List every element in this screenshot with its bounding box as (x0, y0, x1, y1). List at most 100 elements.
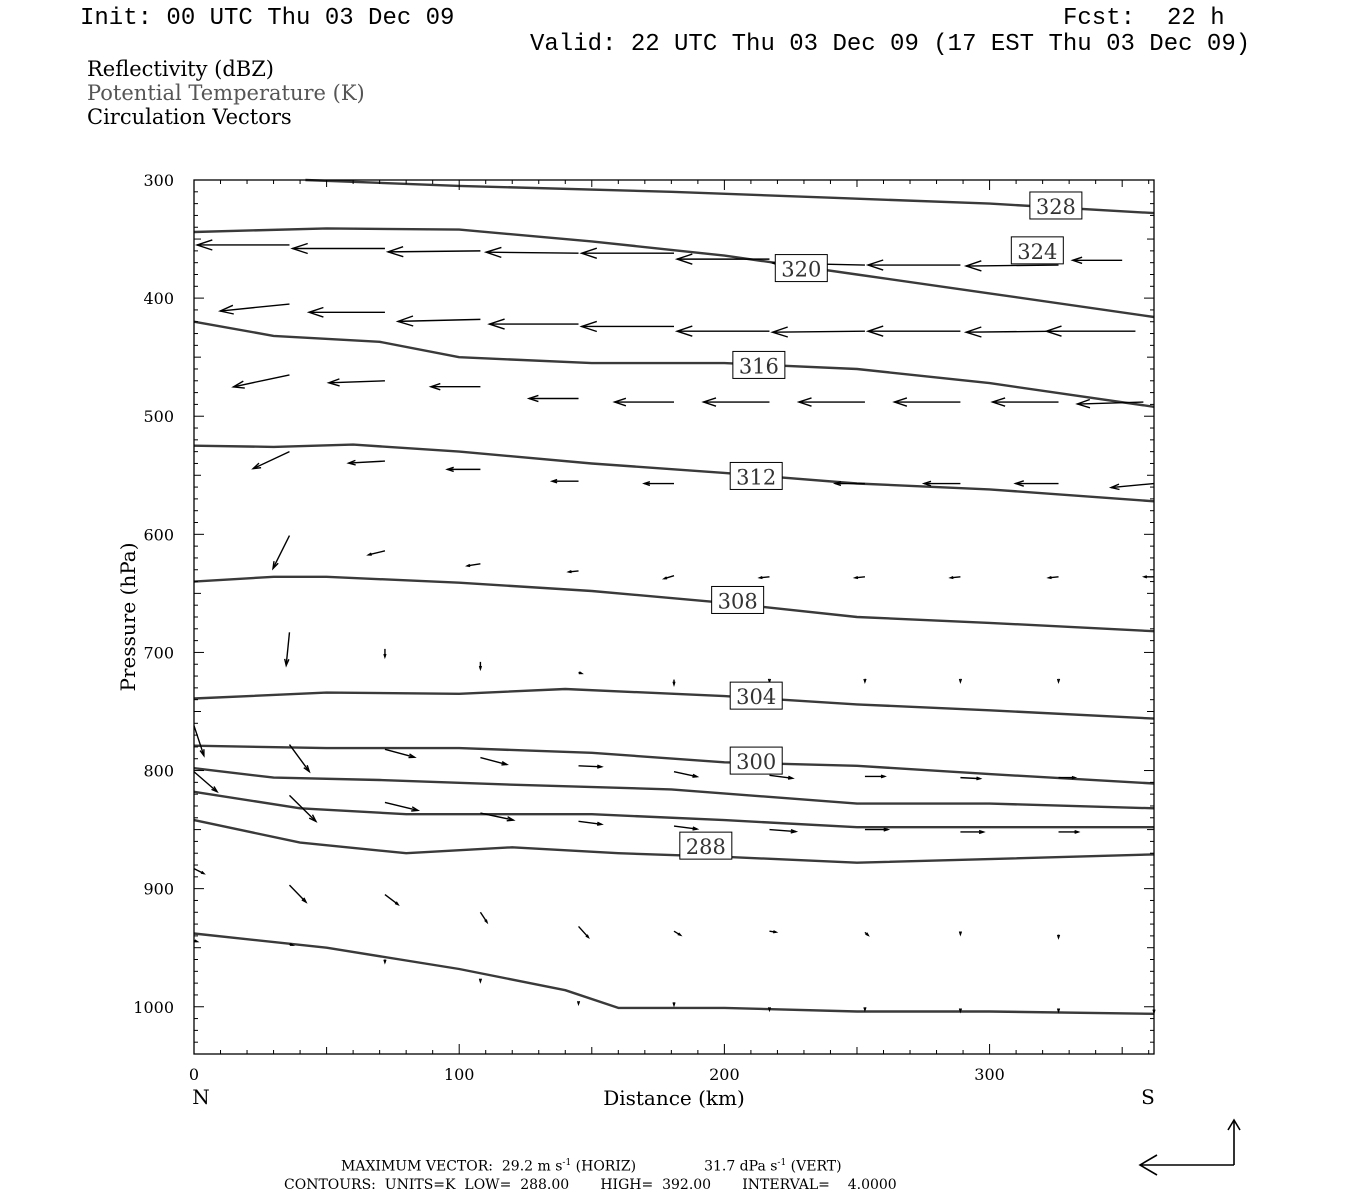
vector-head (701, 397, 717, 407)
vector-head (963, 260, 982, 272)
vector-20 (231, 374, 290, 389)
contour-label-text: 320 (781, 258, 821, 282)
vector-18 (963, 326, 1059, 338)
vector-head (578, 671, 584, 675)
vector-26 (796, 397, 865, 407)
vector-12 (395, 315, 481, 327)
contour-line-4 (193, 575, 1155, 633)
vector-shaft (288, 884, 307, 903)
vector-47 (948, 575, 961, 580)
axis-ticks (193, 179, 1154, 1055)
vector-14 (579, 320, 674, 333)
vector-head (832, 481, 842, 487)
vector-head (194, 939, 200, 943)
vector-head (394, 901, 400, 906)
vector-head (757, 575, 763, 580)
y-tick-label-400: 400 (143, 289, 174, 308)
contour-label-box (711, 585, 765, 614)
vector-95 (767, 1007, 772, 1013)
vector-head (383, 959, 387, 965)
vector-36 (832, 481, 865, 487)
vector-head (921, 480, 932, 487)
vector-72 (480, 812, 516, 822)
vector-shaft (960, 776, 981, 780)
contour-label-text: 288 (686, 835, 726, 859)
vector-head (200, 870, 206, 875)
x-tick-label-200: 200 (709, 1065, 740, 1084)
vector-73 (578, 820, 604, 826)
vector-98 (1056, 1008, 1061, 1014)
vector-shaft (578, 765, 602, 768)
vector-head (411, 806, 421, 812)
vector-56 (863, 678, 867, 685)
y-tick-label-600: 600 (143, 525, 174, 544)
y-tick-label-300: 300 (143, 171, 174, 190)
vector-head (1075, 398, 1091, 409)
vector-head (767, 1007, 772, 1013)
vector-93 (576, 1000, 581, 1007)
vector-79 (193, 867, 206, 875)
vector-90 (289, 942, 295, 946)
vector-head (576, 1000, 581, 1007)
vector-head (672, 681, 676, 687)
vector-52 (478, 661, 483, 672)
contour-labels: 328 324 320 316 312 308 304 300 288 (679, 191, 1083, 860)
vector-head (217, 304, 234, 315)
vector-head (289, 942, 295, 946)
vector-59 (193, 725, 205, 758)
contour-label-box (729, 461, 783, 490)
vector-2 (385, 246, 481, 258)
vector-37 (921, 480, 961, 487)
vector-57 (958, 678, 963, 685)
vector-head (284, 658, 290, 668)
vector-49 (1141, 575, 1154, 579)
contour-line-0 (305, 178, 1155, 215)
vector-head (674, 253, 693, 265)
reference-vector-horizontal-head (1138, 1154, 1158, 1176)
vector-head (852, 575, 859, 580)
vector-head (790, 828, 799, 834)
vector-shaft (252, 451, 290, 470)
vector-86 (864, 931, 870, 937)
valid-time: Valid: 22 UTC Thu 03 Dec 09 (17 EST Thu … (530, 31, 1251, 58)
vector-81 (384, 893, 400, 906)
vector-head (978, 829, 986, 835)
vector-shaft (193, 771, 218, 793)
vector-head (579, 320, 598, 333)
horiz-unit-exponent: -1 (562, 1158, 572, 1168)
vector-80 (288, 884, 308, 904)
plot-frame (193, 179, 1155, 1055)
vector-48 (1046, 575, 1059, 580)
max-vector-horiz-value: MAXIMUM VECTOR: 29.2 m s (341, 1158, 563, 1175)
contour-label-box (729, 746, 783, 775)
vector-head (948, 575, 954, 580)
vector-69 (193, 771, 219, 794)
contour-label-300: 300 (729, 746, 783, 775)
vector-head (1044, 325, 1062, 337)
axis-tick-labels: 300 400 500 600 700 800 900 1000 0 100 200 300 (133, 171, 1005, 1084)
vector-66 (864, 774, 887, 779)
vector-head (958, 1008, 963, 1014)
y-tick-label-900: 900 (143, 880, 174, 899)
vector-32 (445, 466, 481, 473)
vector-head (272, 561, 279, 571)
vector-87 (958, 931, 963, 937)
vector-30 (251, 451, 290, 470)
x-end-label-right: S (1141, 1085, 1155, 1109)
contour-line-5 (193, 687, 1155, 720)
vector-46 (852, 575, 866, 580)
vector-head (865, 259, 884, 271)
vector-head (796, 397, 812, 407)
legend-circulation-vectors: Circulation Vectors (87, 105, 292, 129)
contour-label-box (1010, 236, 1064, 265)
contour-label-text: 324 (1017, 240, 1057, 264)
x-end-label-left: N (192, 1085, 210, 1109)
vector-head (501, 761, 509, 766)
vector-76 (864, 827, 891, 832)
vector-head (231, 380, 245, 389)
contour-label-box (732, 350, 786, 379)
vector-head (194, 239, 213, 251)
vector-3 (483, 246, 579, 259)
vector-head (787, 775, 795, 780)
vector-head (385, 246, 404, 258)
